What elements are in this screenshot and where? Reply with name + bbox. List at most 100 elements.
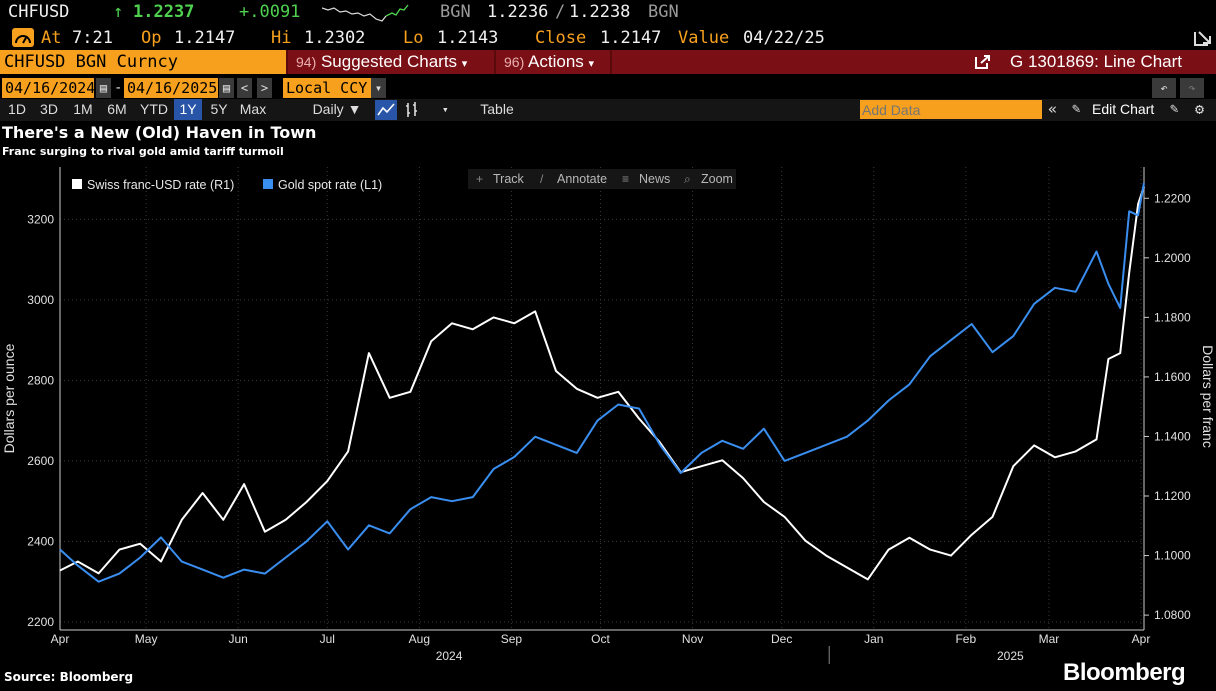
right-tick-label: 1.1000 [1154,549,1191,563]
left-tick-label: 2600 [27,454,54,468]
ticker-bar: CHFUSD ↑ 1.2237 +.0091 BGN 1.2236 / 1.22… [0,0,1216,26]
line-chart-icon[interactable] [375,100,397,120]
period-6m[interactable]: 6M [107,101,127,117]
bar-chart-icon[interactable] [403,100,421,120]
period-5y[interactable]: 5Y [210,101,228,117]
left-tick-label: 2200 [27,615,54,629]
right-tick-label: 1.1200 [1154,489,1191,503]
legend: Swiss franc-USD rate (R1) Gold spot rate … [72,178,382,192]
annotate-button[interactable]: Annotate [557,172,607,186]
x-tick-label: Dec [771,632,792,646]
x-tick-label: Oct [591,632,610,646]
frequency-select[interactable]: Daily ▼ [312,101,362,117]
add-data-input[interactable] [860,100,1042,119]
annotate-icon[interactable]: / [540,172,544,186]
period-toolbar: 1D 3D 1M 6M YTD 1Y 5Y Max Daily ▼ ▾ Table « ✎ E… [0,99,1216,121]
currency-select[interactable]: Local CCY [283,78,371,98]
legend-swatch [263,179,273,189]
chart-title: There's a New (Old) Haven in Town [2,123,317,142]
period-3d[interactable]: 3D [40,101,58,117]
year-label: 2024 [436,649,463,663]
ticker-symbol[interactable]: CHFUSD [8,2,70,22]
period-ytd[interactable]: YTD [140,101,168,117]
up-arrow-icon: ↑ [113,2,124,22]
value-date: 04/22/25 [743,28,825,48]
intraday-sparkline [322,4,409,22]
x-tick-label: Aug [409,632,430,646]
redo-icon[interactable]: ↷ [1180,78,1204,98]
chart-tools-background [468,169,736,189]
quote-source: BGN [440,2,471,22]
right-axis-title: Dollars per franc [1200,345,1216,448]
actions-number: 96) [504,54,525,70]
ask-price: 1.2238 [569,2,631,22]
net-change: +.0091 [239,2,301,22]
right-tick-label: 1.1400 [1154,429,1191,443]
low-label: Lo [403,28,424,48]
x-tick-label: Feb [955,632,976,646]
x-tick-label: Apr [51,632,70,646]
suggested-charts-menu[interactable]: 94) Suggested Charts ▾ [288,50,494,74]
end-date-field[interactable]: 04/16/2025 [124,78,218,98]
left-tick-label: 3200 [27,212,54,226]
right-tick-label: 1.2000 [1154,251,1191,265]
launch-icon[interactable] [1192,28,1214,48]
period-1y[interactable]: 1Y [174,99,202,120]
legend-label[interactable]: Gold spot rate (L1) [278,178,382,192]
period-1d[interactable]: 1D [8,101,26,117]
x-tick-label: Apr [1132,632,1151,646]
actions-menu[interactable]: 96) Actions ▾ [496,50,610,74]
right-tick-label: 1.2200 [1154,191,1191,205]
x-tick-label: May [135,632,158,646]
forward-arrow-icon[interactable]: > [257,78,272,98]
grid [59,167,1144,630]
launch-icon[interactable] [974,54,992,70]
x-tick-label: Nov [682,632,703,646]
high-value: 1.2302 [304,28,366,48]
calendar-icon[interactable]: ▤ [96,78,111,98]
legend-label[interactable]: Swiss franc-USD rate (R1) [87,178,234,192]
news-button[interactable]: News [639,172,670,186]
chart-type-caret-icon[interactable]: ▾ [442,103,449,116]
pencil-icon[interactable]: ✎ [1170,101,1179,117]
chart-tools: + Track / Annotate ≡ News ⌕ Zoom [468,169,736,189]
chart-subtitle: Franc surging to rival gold amid tariff … [2,145,284,158]
period-max[interactable]: Max [239,101,267,117]
gold-series-line [59,182,1145,583]
left-tick-label: 2400 [27,534,54,548]
start-date-field[interactable]: 04/16/2024 [2,78,95,98]
right-tick-label: 1.1600 [1154,370,1191,384]
news-icon[interactable]: ≡ [622,172,629,186]
edit-chart-button[interactable]: Edit Chart [1092,101,1155,117]
track-button[interactable]: Track [493,172,525,186]
x-tick-label: Jan [864,632,883,646]
undo-icon[interactable]: ↶ [1152,78,1176,98]
period-1m[interactable]: 1M [73,101,93,117]
x-tick-label: Jun [229,632,248,646]
security-field[interactable]: CHFUSD BGN Curncy [0,50,286,74]
right-tick-label: 1.1800 [1154,310,1191,324]
track-icon[interactable]: + [476,172,483,186]
table-button[interactable]: Table [480,101,514,117]
collapse-icon[interactable]: « [1048,100,1058,118]
zoom-button[interactable]: Zoom [701,172,733,186]
chart-id: G 1301869: Line Chart [1010,52,1183,71]
chevron-down-icon[interactable]: ▾ [371,78,386,98]
series-lines [59,182,1145,583]
dropdown-caret-icon: ▾ [588,58,595,70]
calendar-icon[interactable]: ▤ [219,78,234,98]
back-arrow-icon[interactable]: < [237,78,252,98]
left-tick-label: 3000 [27,293,54,307]
wrench-icon[interactable]: ✎ [1072,101,1081,117]
axes: Apr May Jun Jul Aug Sep Oct Nov Dec Jan Feb Mar Apr 2… [1,167,1216,664]
quote-bar: At 7:21 Op 1.2147 Hi 1.2302 Lo 1.2143 Cl… [0,26,1216,49]
bid-ask-separator: / [555,2,566,22]
zoom-icon[interactable]: ⌕ [684,172,691,186]
high-label: Hi [271,28,292,48]
gauge-icon[interactable] [12,28,34,47]
bid-price: 1.2236 [487,2,549,22]
open-value: 1.2147 [174,28,236,48]
franc-series-line [59,186,1145,581]
settings-icon[interactable]: ⚙ [1195,100,1205,118]
